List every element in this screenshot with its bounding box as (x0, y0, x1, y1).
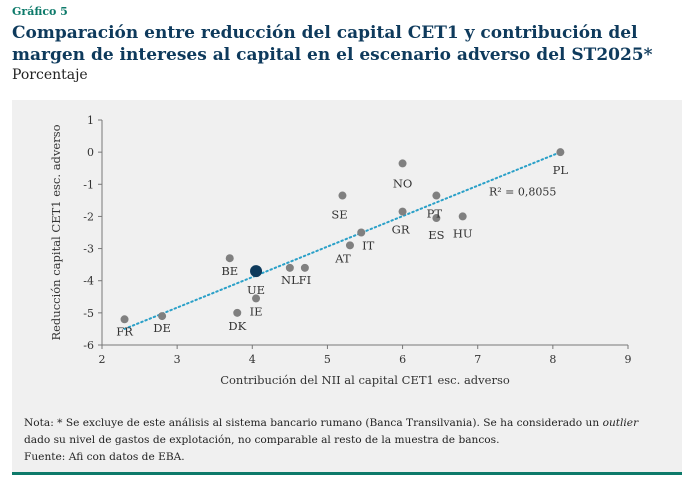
point-label-no: NO (393, 176, 413, 190)
x-tick-label: 7 (474, 353, 481, 366)
x-tick-label: 6 (399, 353, 406, 366)
point-fr (120, 315, 129, 324)
point-ue (250, 265, 263, 278)
point-label-de: DE (153, 321, 171, 335)
y-axis-title: Reducción capital CET1 esc. adverso (49, 124, 63, 340)
point-label-it: IT (362, 239, 375, 253)
point-de (158, 312, 167, 321)
point-pt (432, 191, 441, 200)
x-tick-label: 3 (174, 353, 181, 366)
point-ie (252, 294, 261, 303)
y-tick-label: -1 (83, 178, 94, 191)
y-tick-label: 0 (87, 146, 94, 159)
point-label-be: BE (221, 264, 238, 278)
source-line: Fuente: Afi con datos de EBA. (24, 451, 185, 463)
figure-label: Gráfico 5 (12, 5, 68, 18)
r-squared-annotation: R² = 0,8055 (489, 186, 556, 199)
point-hu (458, 212, 467, 221)
point-label-pt: PT (427, 207, 443, 221)
point-label-ue: UE (247, 283, 265, 297)
chart-title: Comparación entre reducción del capital … (12, 23, 653, 65)
chart-header: Gráfico 5 Comparación entre reducción de… (12, 5, 682, 83)
chart-notes: Nota: * Se excluye de este análisis al s… (24, 415, 674, 466)
point-be (225, 254, 234, 263)
point-label-dk: DK (228, 319, 246, 333)
scatter-chart: 1 0 -1 -2 -3 -4 -5 -6 2 3 4 5 6 7 8 9 Contribución del N… (49, 114, 632, 387)
point-label-se: SE (331, 208, 347, 222)
x-tick-label: 2 (99, 353, 106, 366)
point-pl (556, 148, 565, 157)
y-tick-label: 1 (87, 114, 94, 127)
y-tick-label: -2 (83, 210, 94, 223)
point-no (398, 159, 407, 168)
point-it (357, 228, 366, 237)
x-tick-label: 5 (324, 353, 331, 366)
point-label-nl: NL (281, 273, 299, 287)
point-nl (285, 263, 294, 272)
point-label-fi: FI (299, 273, 312, 287)
point-label-at: AT (334, 251, 351, 265)
point-label-pl: PL (553, 163, 569, 177)
trend-line (123, 151, 562, 330)
point-at (345, 241, 354, 250)
point-fi (300, 263, 309, 272)
y-tick-label: -5 (83, 307, 94, 320)
x-tick-label: 9 (625, 353, 632, 366)
x-tick-label: 8 (549, 353, 556, 366)
chart-subtitle: Porcentaje (12, 67, 88, 83)
note-line-1: Nota: * Se excluye de este análisis al s… (24, 417, 639, 429)
point-label-fr: FR (116, 324, 133, 338)
bottom-rule (12, 472, 682, 475)
point-se (338, 191, 347, 200)
point-label-ie: IE (250, 304, 263, 318)
chart-panel: 1 0 -1 -2 -3 -4 -5 -6 2 3 4 5 6 7 8 9 Contribución del N… (12, 100, 682, 472)
point-es (432, 214, 441, 223)
x-axis-title: Contribución del NII al capital CET1 esc… (220, 373, 510, 387)
point-label-gr: GR (392, 223, 410, 237)
y-tick-label: -4 (83, 275, 94, 288)
x-tick-label: 4 (249, 353, 256, 366)
point-gr (398, 207, 407, 216)
y-tick-label: -6 (83, 339, 94, 352)
point-dk (233, 308, 242, 317)
note-line-2: dado su nivel de gastos de explotación, … (24, 434, 500, 446)
point-label-es: ES (428, 228, 444, 242)
y-tick-label: -3 (83, 243, 94, 256)
point-label-hu: HU (453, 226, 473, 240)
